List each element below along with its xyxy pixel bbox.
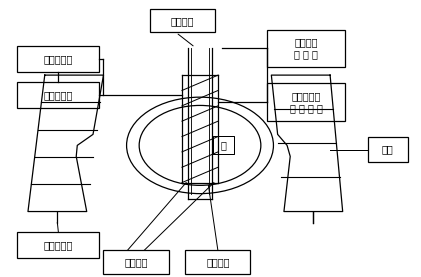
Text: 电磁控制器: 电磁控制器 xyxy=(44,240,73,250)
FancyBboxPatch shape xyxy=(104,250,168,274)
FancyBboxPatch shape xyxy=(149,9,215,32)
Text: 发射线圈: 发射线圈 xyxy=(124,257,148,267)
Text: 接收线圈: 接收线圈 xyxy=(206,257,229,267)
Text: 记录器或
示 波 器: 记录器或 示 波 器 xyxy=(294,37,318,60)
FancyBboxPatch shape xyxy=(267,83,345,120)
Text: 磁铁: 磁铁 xyxy=(382,145,394,155)
FancyBboxPatch shape xyxy=(185,250,250,274)
Text: 射频扫描器: 射频扫描器 xyxy=(44,54,73,64)
FancyBboxPatch shape xyxy=(18,82,99,108)
FancyBboxPatch shape xyxy=(368,137,408,162)
Text: 水: 水 xyxy=(220,140,226,150)
Text: 玻璃试管: 玻璃试管 xyxy=(171,16,194,26)
FancyBboxPatch shape xyxy=(18,46,99,72)
FancyBboxPatch shape xyxy=(18,232,99,258)
Text: 射频接收器
和 放 大 器: 射频接收器 和 放 大 器 xyxy=(290,91,322,113)
FancyBboxPatch shape xyxy=(267,30,345,67)
Text: 射频发生器: 射频发生器 xyxy=(44,90,73,100)
